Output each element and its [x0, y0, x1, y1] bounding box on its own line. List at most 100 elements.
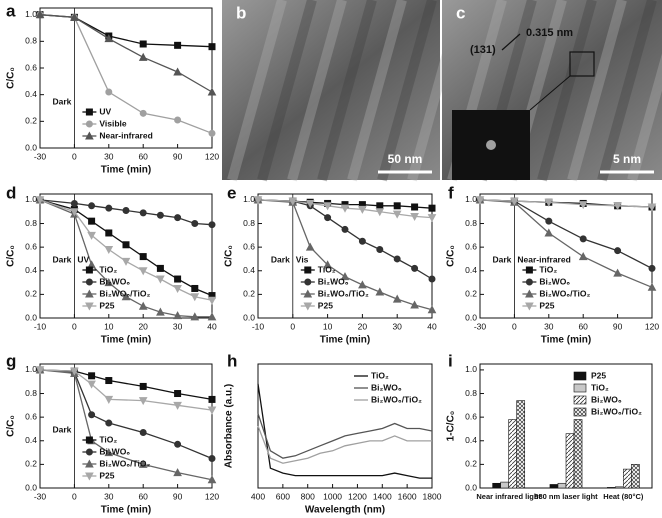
marker — [156, 307, 165, 316]
series-line — [479, 199, 653, 288]
marker — [88, 217, 96, 225]
marker — [392, 294, 402, 303]
marker — [324, 214, 332, 222]
legend-label: Bi₂WO₆/TiO₂ — [99, 458, 150, 468]
x-tick-label: 600 — [276, 491, 290, 501]
marker — [648, 264, 656, 272]
rod-texture — [377, 0, 437, 182]
marker — [104, 395, 114, 404]
x-tick-label: 90 — [173, 491, 183, 501]
rod-texture — [257, 0, 317, 182]
annotation: UV — [77, 254, 89, 264]
legend-label: P25 — [99, 300, 114, 310]
marker — [35, 196, 45, 205]
x-tick-label: 90 — [613, 321, 623, 331]
x-tick-label: -30 — [34, 151, 47, 161]
marker — [393, 202, 401, 210]
legend-label: Bi₂WO₆/TiO₂ — [371, 394, 422, 404]
marker — [578, 252, 588, 261]
legend-marker — [303, 302, 313, 311]
rod-texture — [627, 53, 662, 182]
tem-image — [222, 0, 440, 180]
y-axis-label: 1-C/C₀ — [446, 411, 457, 442]
annotation: (131) — [470, 44, 496, 56]
marker — [156, 275, 165, 284]
legend-marker — [85, 120, 93, 128]
series-line — [39, 199, 213, 297]
y-tick-label: 0.0 — [25, 482, 37, 492]
y-axis-label: C/C₀ — [446, 245, 457, 267]
marker — [138, 267, 148, 276]
marker — [545, 217, 553, 225]
legend-label: Bi₂WO₆/TiO₂ — [318, 288, 369, 298]
y-tick-label: 0.6 — [465, 241, 477, 251]
legend-marker — [85, 459, 94, 468]
plot-frame — [257, 193, 433, 319]
marker — [173, 468, 182, 477]
marker — [190, 293, 200, 302]
x-axis-label: Time (min) — [101, 165, 151, 176]
y-axis-label: C/C₀ — [6, 245, 17, 267]
marker — [207, 406, 217, 415]
marker — [579, 235, 587, 243]
bar — [549, 484, 559, 489]
series-line — [257, 383, 432, 479]
legend-label: P25 — [539, 300, 554, 310]
marker — [323, 260, 332, 269]
y-tick-label: 0.2 — [25, 459, 37, 469]
marker — [174, 275, 182, 283]
marker — [613, 202, 622, 211]
marker — [544, 228, 554, 237]
panel-label: f — [448, 183, 454, 202]
y-tick-label: 0.4 — [25, 435, 37, 445]
annotation: Dark — [52, 424, 71, 434]
legend-label: Bi₂WO₆ — [99, 276, 130, 286]
marker — [376, 246, 384, 254]
x-tick-label: 1800 — [423, 491, 442, 501]
marker — [105, 419, 113, 427]
marker — [375, 208, 385, 217]
marker — [393, 255, 401, 263]
marker — [173, 67, 182, 76]
marker — [174, 41, 182, 49]
marker — [392, 210, 402, 219]
annotation: Dark — [52, 254, 71, 264]
marker — [138, 52, 148, 61]
y-tick-label: 0.6 — [25, 241, 37, 251]
annotation: Dark — [271, 254, 290, 264]
plot-frame — [39, 363, 213, 489]
legend-marker — [85, 278, 93, 286]
marker — [375, 287, 385, 296]
x-tick-label: 1200 — [348, 491, 367, 501]
legend-marker — [525, 289, 534, 298]
marker — [207, 87, 217, 96]
annotation: 0.315 nm — [526, 27, 573, 39]
legend-label: TiO₂ — [99, 434, 117, 444]
marker — [70, 208, 79, 217]
x-tick-label: 30 — [173, 321, 183, 331]
x-tick-label: 90 — [173, 151, 183, 161]
y-tick-label: 0.4 — [25, 265, 37, 275]
marker — [427, 305, 437, 314]
y-tick-label: 1.0 — [465, 364, 477, 374]
x-tick-label: -10 — [252, 321, 265, 331]
y-tick-label: 1.0 — [465, 194, 477, 204]
legend-label: TiO₂ — [591, 382, 609, 392]
marker — [105, 204, 113, 212]
x-tick-label: 10 — [323, 321, 333, 331]
y-tick-label: 1.0 — [25, 194, 37, 204]
marker — [207, 296, 217, 305]
legend-marker — [525, 266, 533, 274]
marker — [105, 88, 113, 96]
marker — [173, 401, 182, 410]
series-line — [257, 199, 433, 311]
marker — [427, 214, 437, 223]
legend-marker — [525, 302, 534, 311]
legend-label: Bi₂WO₆ — [318, 276, 349, 286]
plot-frame — [479, 193, 653, 319]
marker — [174, 116, 182, 124]
plot-frame — [39, 193, 213, 319]
marker — [156, 264, 164, 272]
legend-marker — [85, 472, 94, 481]
